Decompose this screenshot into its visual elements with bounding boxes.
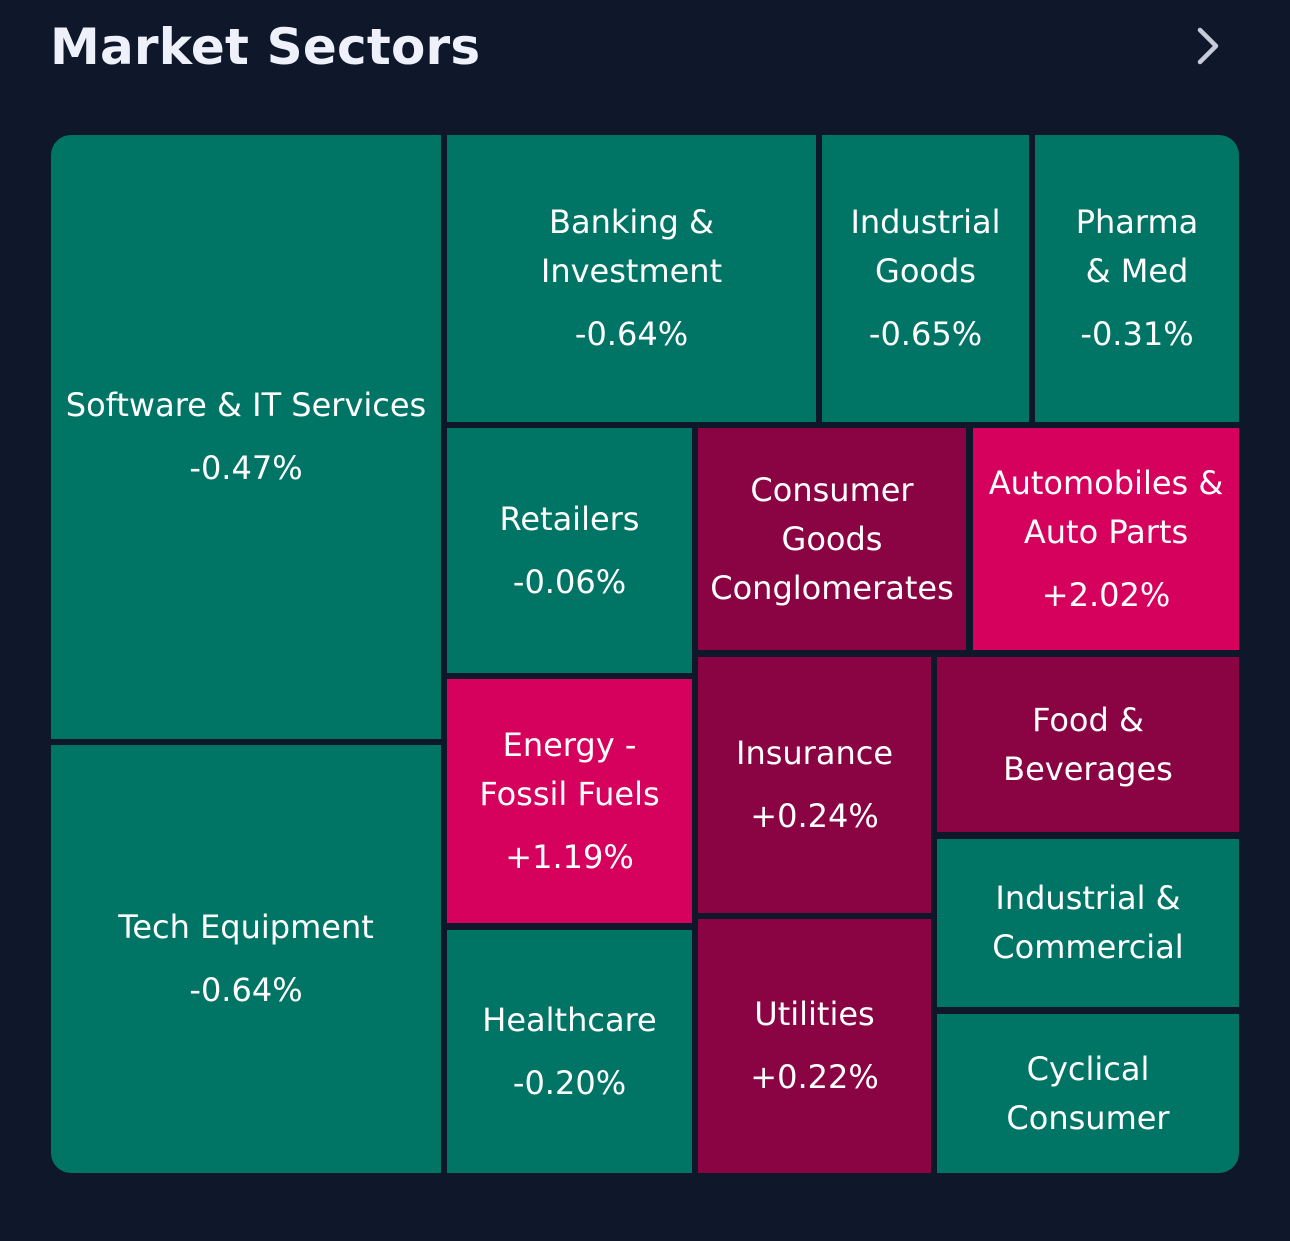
sector-tile-energy-fossil-fuels[interactable]: Energy - Fossil Fuels +1.19% — [447, 679, 692, 923]
page-title: Market Sectors — [50, 18, 481, 76]
sector-name: Pharma & Med — [1075, 203, 1199, 290]
sector-name: Consumer Goods Conglomerates — [710, 470, 954, 607]
sector-name: Food & Beverages — [1003, 700, 1173, 788]
sector-tile-automobiles-auto-parts[interactable]: Automobiles & Auto Parts +2.02% — [973, 428, 1239, 650]
sector-tile-industrial-commercial[interactable]: Industrial & Commercial — [937, 839, 1239, 1007]
sector-name: Energy - Fossil Fuels — [479, 725, 660, 813]
sector-name: Industrial Goods — [850, 203, 1001, 290]
sector-tile-utilities[interactable]: Utilities +0.22% — [698, 919, 931, 1173]
sector-change: -0.31% — [1080, 315, 1194, 353]
sector-tile-insurance[interactable]: Insurance +0.24% — [698, 657, 931, 913]
sector-change: +2.02% — [1041, 575, 1171, 614]
sector-name: Automobiles & Auto Parts — [988, 463, 1224, 551]
sector-name: Industrial & Commercial — [992, 879, 1184, 966]
sector-change: -0.64% — [574, 315, 689, 353]
sector-tile-pharma-med[interactable]: Pharma & Med -0.31% — [1035, 135, 1239, 422]
sector-change: +0.22% — [750, 1058, 879, 1096]
sector-name: Healthcare — [482, 1000, 657, 1039]
sector-name: Utilities — [754, 995, 875, 1033]
sector-change: -0.20% — [512, 1063, 627, 1102]
sector-change: -0.06% — [512, 562, 627, 601]
sector-tile-tech-equipment[interactable]: Tech Equipment -0.64% — [51, 745, 441, 1173]
sector-change: -0.47% — [189, 449, 303, 487]
sector-name: Tech Equipment — [118, 908, 374, 946]
chevron-right-icon[interactable] — [1188, 24, 1228, 68]
sector-name: Retailers — [499, 499, 640, 538]
sector-tile-retailers[interactable]: Retailers -0.06% — [447, 428, 692, 673]
sector-change: +0.24% — [750, 797, 879, 835]
sector-tile-industrial-goods[interactable]: Industrial Goods -0.65% — [822, 135, 1029, 422]
sector-name: Insurance — [736, 734, 893, 772]
sector-change: +1.19% — [505, 837, 634, 876]
sector-tile-food-beverages[interactable]: Food & Beverages — [937, 657, 1239, 832]
sector-name: Banking & Investment — [540, 203, 723, 290]
sector-name: Cyclical Consumer — [1006, 1049, 1170, 1137]
sector-change: -0.65% — [868, 315, 983, 353]
sector-tile-software-it-services[interactable]: Software & IT Services -0.47% — [51, 135, 441, 739]
sector-name: Software & IT Services — [65, 386, 427, 424]
sector-tile-consumer-goods-conglomerates[interactable]: Consumer Goods Conglomerates — [698, 428, 966, 650]
sector-treemap: Software & IT Services -0.47% Tech Equip… — [51, 135, 1239, 1173]
sector-tile-healthcare[interactable]: Healthcare -0.20% — [447, 930, 692, 1173]
sector-change: -0.64% — [189, 971, 303, 1009]
sector-tile-banking-investment[interactable]: Banking & Investment -0.64% — [447, 135, 816, 422]
sector-tile-cyclical-consumer[interactable]: Cyclical Consumer — [937, 1014, 1239, 1173]
